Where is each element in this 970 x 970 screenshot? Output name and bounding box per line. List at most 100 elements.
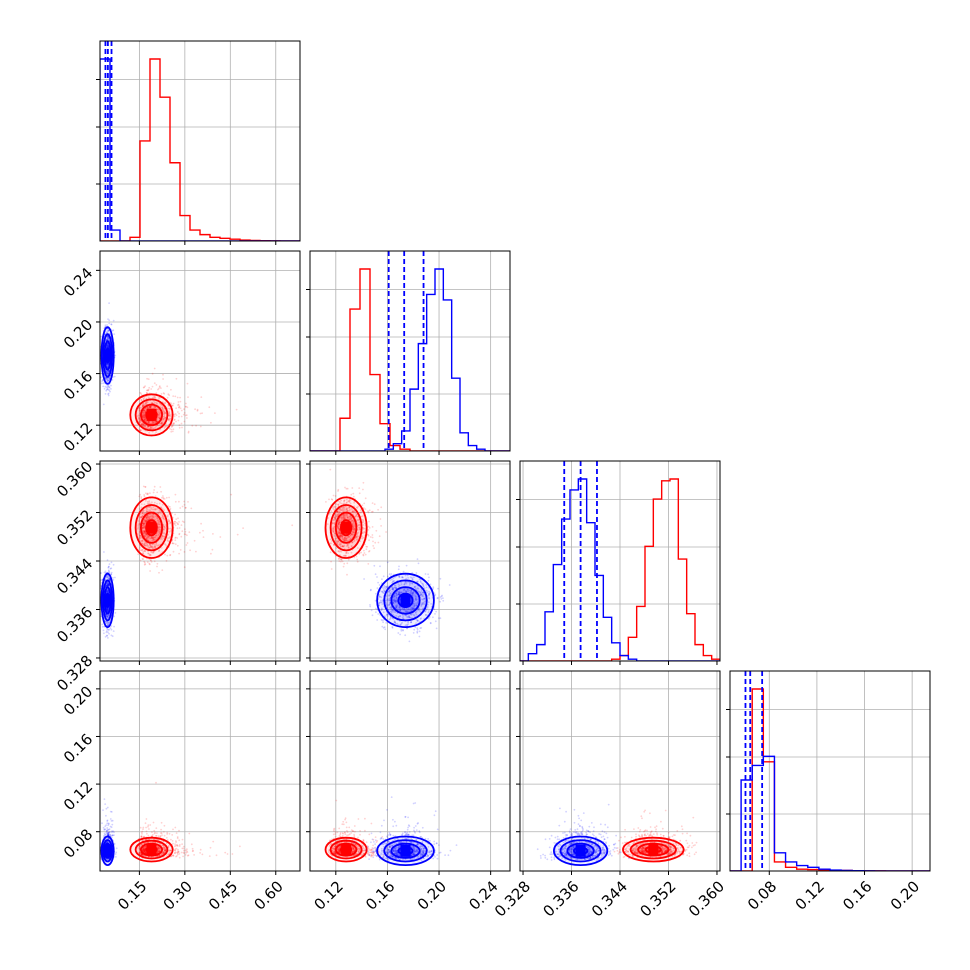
scatter-point	[337, 511, 340, 513]
scatter-point	[140, 394, 143, 396]
scatter-point	[108, 571, 111, 574]
scatter-point	[106, 630, 108, 632]
scatter-point	[347, 546, 350, 549]
scatter-point	[348, 500, 350, 503]
scatter-point	[102, 403, 105, 406]
scatter-point	[108, 584, 110, 587]
scatter-point	[413, 614, 416, 617]
scatter-point	[106, 610, 109, 612]
scatter-point	[143, 398, 145, 400]
scatter-point	[367, 563, 370, 565]
scatter-point	[358, 523, 360, 526]
scatter-point	[355, 536, 358, 539]
scatter-point	[141, 539, 144, 542]
scatter-point	[412, 593, 414, 595]
scatter-point	[338, 528, 341, 531]
scatter-point	[139, 391, 142, 394]
scatter-point	[108, 377, 111, 379]
scatter-point	[394, 621, 396, 624]
scatter-point	[147, 420, 150, 423]
scatter-point	[355, 514, 357, 516]
scatter-point	[149, 559, 152, 562]
scatter-point	[333, 530, 335, 533]
scatter-point	[402, 629, 404, 631]
scatter-point	[379, 601, 382, 604]
scatter-point	[156, 491, 159, 494]
scatter-point	[385, 531, 387, 533]
scatter-point	[352, 510, 355, 513]
scatter-point	[242, 527, 245, 529]
scatter-point	[144, 549, 147, 552]
scatter-point	[151, 402, 154, 404]
scatter-point	[107, 614, 110, 616]
scatter-point	[146, 401, 149, 404]
histogram-series-1	[310, 268, 510, 451]
scatter-point	[144, 544, 146, 546]
scatter-point	[152, 421, 155, 424]
scatter-point	[138, 414, 140, 417]
scatter-point	[164, 425, 166, 428]
scatter-point	[338, 521, 341, 524]
scatter-point	[106, 372, 109, 375]
scatter-point	[143, 522, 146, 525]
scatter-point	[158, 511, 161, 514]
scatter-point	[107, 380, 110, 382]
scatter-point	[428, 597, 431, 600]
scatter-point	[351, 519, 354, 522]
scatter-point	[333, 534, 336, 536]
scatter-point	[391, 599, 394, 601]
scatter-point	[415, 602, 417, 605]
scatter-point	[152, 552, 155, 554]
scatter-point	[168, 411, 171, 414]
scatter-point	[372, 545, 375, 547]
scatter-point	[403, 608, 405, 611]
scatter-point	[139, 421, 142, 424]
scatter-point	[143, 417, 146, 420]
scatter-point	[150, 388, 153, 390]
scatter-point	[343, 502, 346, 505]
scatter-point	[142, 558, 145, 560]
scatter-point	[106, 590, 108, 593]
scatter-point	[114, 612, 117, 614]
scatter-point	[153, 427, 156, 429]
scatter-point	[155, 544, 158, 546]
scatter-point	[106, 622, 109, 625]
scatter-point	[148, 562, 151, 565]
scatter-point	[402, 629, 404, 632]
scatter-point	[343, 500, 345, 502]
scatter-point	[141, 511, 144, 514]
scatter-point	[413, 602, 415, 605]
scatter-point	[146, 537, 149, 539]
scatter-point	[147, 535, 149, 538]
scatter-point	[163, 419, 165, 422]
scatter-point	[347, 552, 349, 555]
scatter-point	[176, 522, 179, 525]
scatter-point	[337, 512, 340, 515]
scatter-point	[160, 506, 162, 508]
scatter-point	[413, 605, 416, 607]
scatter-point	[336, 524, 339, 527]
scatter-point	[142, 415, 145, 418]
scatter-point	[363, 549, 365, 552]
scatter-point	[140, 429, 142, 432]
scatter-point	[342, 515, 345, 518]
scatter-point	[145, 517, 148, 519]
scatter-point	[196, 409, 199, 412]
scatter-point	[171, 425, 174, 427]
scatter-point	[340, 499, 343, 502]
scatter-point	[105, 370, 108, 372]
scatter-point	[391, 578, 393, 581]
scatter-point	[381, 608, 383, 611]
scatter-point	[143, 529, 146, 532]
scatter-point	[338, 521, 341, 524]
scatter-point	[110, 573, 113, 576]
scatter-point	[143, 413, 146, 416]
scatter-point	[334, 514, 337, 517]
scatter-point	[172, 402, 175, 405]
scatter-point	[338, 550, 341, 553]
scatter-point	[107, 615, 110, 618]
scatter-panel	[310, 461, 510, 661]
scatter-point	[158, 531, 161, 534]
scatter-point	[160, 404, 163, 406]
scatter-point	[152, 543, 154, 546]
